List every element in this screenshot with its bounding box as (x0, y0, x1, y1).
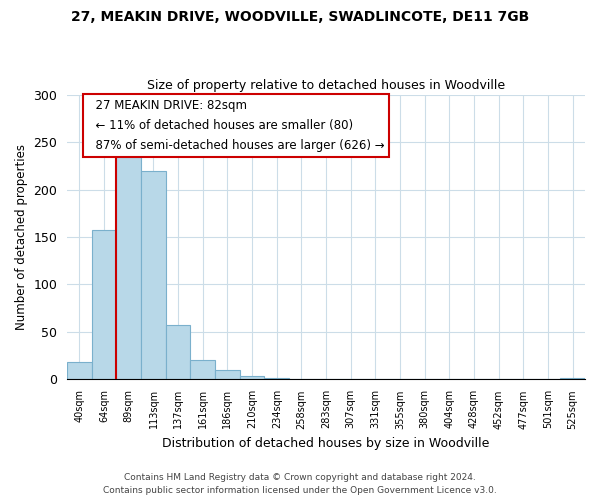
Bar (240, 376, 265, 380)
X-axis label: Distribution of detached houses by size in Woodville: Distribution of detached houses by size … (163, 437, 490, 450)
Bar (265, 378, 289, 380)
Bar (166, 326, 190, 380)
Bar (190, 360, 215, 380)
Bar (560, 378, 585, 380)
Bar (116, 157, 141, 380)
Text: 27, MEAKIN DRIVE, WOODVILLE, SWADLINCOTE, DE11 7GB: 27, MEAKIN DRIVE, WOODVILLE, SWADLINCOTE… (71, 10, 529, 24)
Bar (141, 172, 166, 380)
Text: Contains HM Land Registry data © Crown copyright and database right 2024.
Contai: Contains HM Land Registry data © Crown c… (103, 473, 497, 495)
Bar (215, 370, 240, 380)
Title: Size of property relative to detached houses in Woodville: Size of property relative to detached ho… (147, 79, 505, 92)
Bar (67, 362, 92, 380)
Bar (92, 230, 116, 380)
Y-axis label: Number of detached properties: Number of detached properties (15, 144, 28, 330)
Text: 27 MEAKIN DRIVE: 82sqm
  ← 11% of detached houses are smaller (80)
  87% of semi: 27 MEAKIN DRIVE: 82sqm ← 11% of detached… (88, 99, 385, 152)
